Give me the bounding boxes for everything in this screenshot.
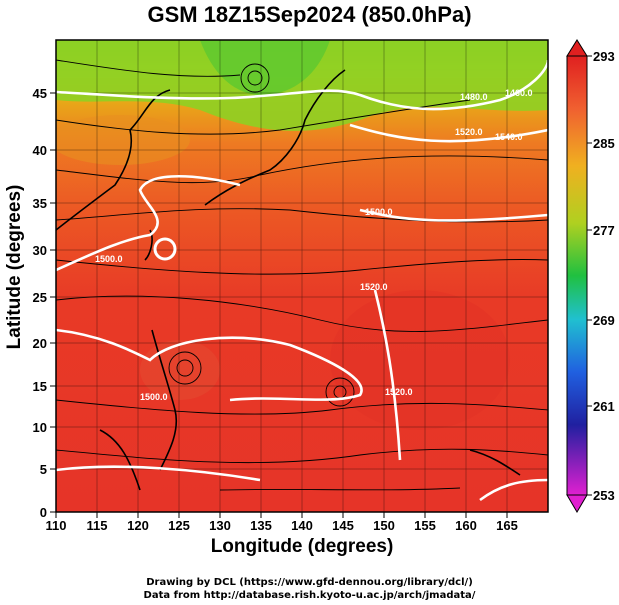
lon-tick-label: 145 — [332, 518, 354, 533]
contour-label: 1540.0 — [495, 132, 523, 142]
lon-tick-label: 115 — [87, 518, 108, 533]
lon-tick-label: 120 — [127, 518, 149, 533]
x-axis-label: Longitude (degrees) — [210, 536, 394, 557]
lon-tick-label: 135 — [250, 518, 272, 533]
colorbar-tick-label: 277 — [593, 223, 615, 238]
y-axis-ticks — [50, 92, 56, 513]
lat-tick-label: 15 — [33, 379, 47, 394]
contour-label-layer: 1500.0 1520.0 1500.0 1520.0 1540.0 1480.… — [95, 88, 533, 402]
lon-tick-label: 130 — [209, 518, 231, 533]
lat-tick-label: 25 — [33, 290, 47, 305]
contour-label: 1480.0 — [460, 92, 488, 102]
credit-drawing: Drawing by DCL (https://www.gfd-dennou.o… — [146, 577, 473, 588]
contour-label: 1520.0 — [385, 387, 413, 397]
graticule — [56, 40, 548, 512]
lon-tick-label: 140 — [291, 518, 313, 533]
contour-label: 1500.0 — [140, 392, 168, 402]
temperature-field — [56, 40, 548, 512]
typhoon-center — [153, 237, 177, 261]
lon-tick-label: 160 — [455, 518, 477, 533]
contour-label: 1520.0 — [455, 127, 483, 137]
height-contours — [56, 59, 548, 502]
x-axis-ticks — [55, 512, 508, 518]
lat-tick-label: 30 — [33, 243, 47, 258]
lon-tick-label: 125 — [168, 518, 190, 533]
colorbar-tick-label: 269 — [593, 313, 615, 328]
x-axis-tick-labels: 110 115 120 125 130 135 140 145 150 155 … — [46, 518, 518, 533]
lat-tick-label: 0 — [40, 505, 47, 520]
contour-label: 1520.0 — [360, 282, 388, 292]
y-axis-label-wrap: Latitude (degrees) — [0, 140, 30, 400]
lat-tick-label: 35 — [33, 196, 47, 211]
y-axis-label: Latitude (degrees) — [4, 184, 25, 350]
contour-label: 1500.0 — [95, 254, 123, 264]
colorbar-min-arrow — [566, 494, 588, 513]
lon-tick-label: 165 — [496, 518, 518, 533]
lat-tick-label: 40 — [33, 143, 47, 158]
lon-tick-label: 155 — [414, 518, 436, 533]
map-title: GSM 18Z15Sep2024 (850.0hPa) — [147, 2, 472, 27]
colorbar-tick-label: 293 — [593, 49, 615, 64]
lat-tick-label: 5 — [40, 462, 47, 477]
wind-streamlines — [56, 59, 548, 491]
colorbar-tick-label: 285 — [593, 136, 615, 151]
lon-tick-label: 110 — [46, 518, 67, 533]
credit-data-source: Data from http://database.rish.kyoto-u.a… — [143, 590, 476, 601]
colorbar-tick-label: 261 — [593, 399, 615, 414]
lat-tick-label: 20 — [33, 336, 47, 351]
lon-tick-label: 150 — [373, 518, 395, 533]
colorbar-tick-label: 253 — [593, 488, 615, 503]
lat-tick-label: 10 — [33, 420, 47, 435]
colorbar-scale — [566, 55, 588, 496]
y-axis-tick-labels: 0 5 10 15 20 25 30 35 40 45 — [33, 86, 47, 520]
lat-tick-label: 45 — [33, 86, 47, 101]
contour-label: 1500.0 — [365, 207, 393, 217]
contour-label: 1460.0 — [505, 88, 533, 98]
colorbar: 293 285 277 269 261 253 — [566, 39, 615, 513]
colorbar-max-arrow — [566, 39, 588, 57]
